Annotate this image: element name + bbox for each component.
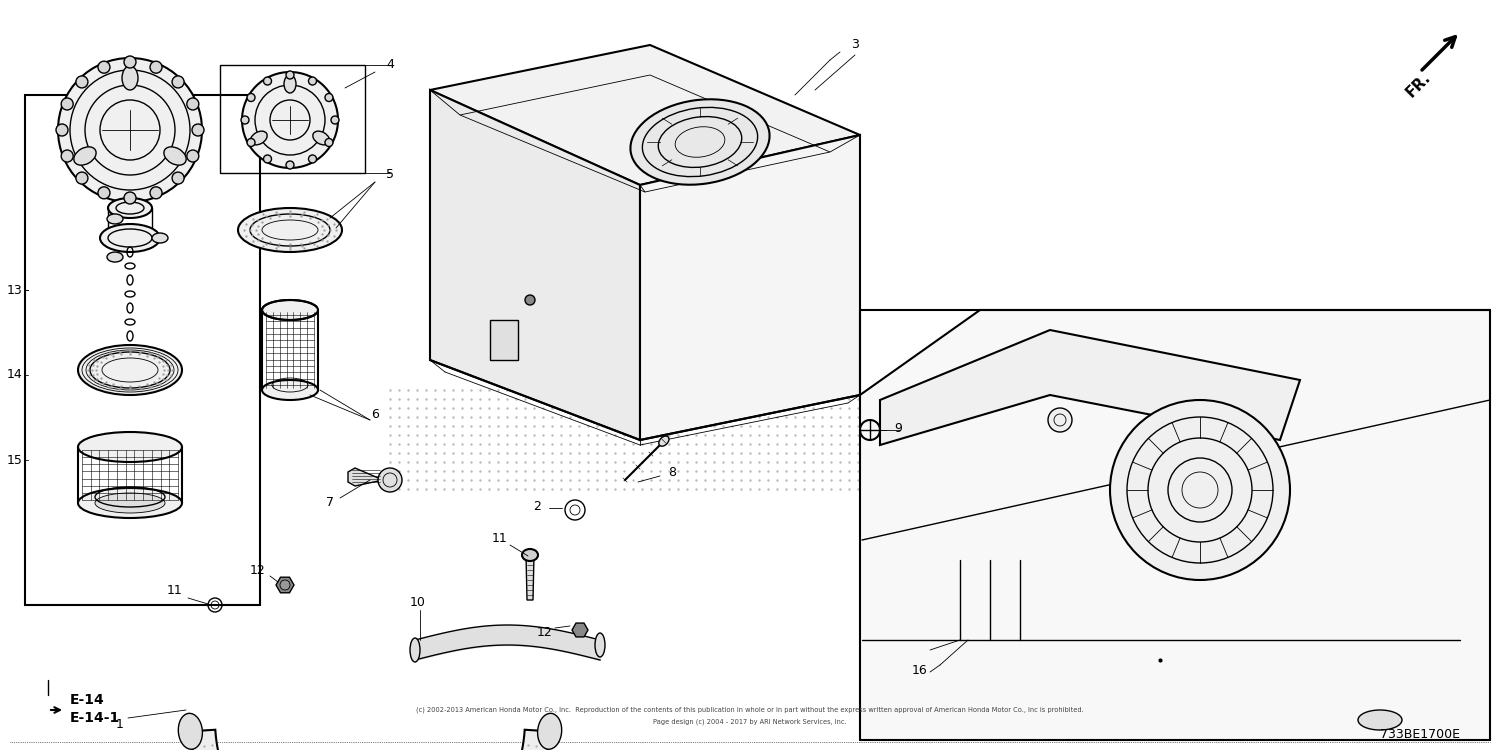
- Circle shape: [332, 116, 339, 124]
- Ellipse shape: [122, 66, 138, 90]
- Text: 733BE1700E: 733BE1700E: [1380, 728, 1460, 742]
- Polygon shape: [276, 578, 294, 592]
- Text: 2: 2: [532, 500, 542, 514]
- Polygon shape: [640, 135, 860, 440]
- Text: 9: 9: [894, 422, 902, 434]
- Bar: [220, 65, 364, 173]
- Circle shape: [286, 161, 294, 169]
- Text: 12: 12: [537, 626, 554, 638]
- Ellipse shape: [262, 380, 318, 400]
- Text: Page design (c) 2004 - 2017 by ARI Network Services, Inc.: Page design (c) 2004 - 2017 by ARI Netwo…: [652, 718, 847, 725]
- Text: 1: 1: [116, 718, 124, 731]
- Ellipse shape: [522, 549, 538, 561]
- Circle shape: [124, 56, 136, 68]
- Ellipse shape: [178, 713, 203, 749]
- Ellipse shape: [537, 713, 561, 749]
- Circle shape: [188, 150, 200, 162]
- Text: 7: 7: [326, 496, 334, 508]
- Circle shape: [309, 77, 316, 85]
- Circle shape: [248, 139, 255, 146]
- Text: 3: 3: [850, 38, 859, 52]
- Ellipse shape: [630, 99, 770, 184]
- Polygon shape: [190, 730, 549, 750]
- Circle shape: [56, 124, 68, 136]
- Circle shape: [62, 98, 74, 110]
- Circle shape: [58, 58, 202, 202]
- Text: 16: 16: [912, 664, 928, 676]
- Bar: [490, 320, 517, 360]
- Text: 11: 11: [166, 584, 183, 596]
- Circle shape: [124, 192, 136, 204]
- Ellipse shape: [108, 198, 152, 218]
- Circle shape: [309, 155, 316, 163]
- Circle shape: [326, 139, 333, 146]
- Ellipse shape: [262, 300, 318, 320]
- Circle shape: [242, 72, 338, 168]
- Circle shape: [378, 468, 402, 492]
- Circle shape: [1110, 400, 1290, 580]
- Circle shape: [242, 116, 249, 124]
- Ellipse shape: [284, 75, 296, 93]
- Circle shape: [98, 62, 109, 74]
- Circle shape: [62, 150, 74, 162]
- Circle shape: [525, 295, 536, 305]
- Ellipse shape: [410, 638, 420, 662]
- Text: 15: 15: [8, 454, 22, 466]
- Ellipse shape: [78, 345, 182, 395]
- Text: 8: 8: [668, 466, 676, 478]
- Text: 12: 12: [251, 563, 266, 577]
- Ellipse shape: [106, 214, 123, 224]
- Polygon shape: [572, 623, 588, 637]
- Ellipse shape: [251, 131, 267, 145]
- Ellipse shape: [106, 252, 123, 262]
- Circle shape: [150, 187, 162, 199]
- Polygon shape: [430, 45, 859, 185]
- Ellipse shape: [596, 633, 604, 657]
- Ellipse shape: [100, 224, 160, 252]
- Circle shape: [264, 77, 272, 85]
- Text: E-14-1: E-14-1: [70, 711, 120, 725]
- Bar: [26, 95, 260, 605]
- Ellipse shape: [74, 147, 96, 165]
- Circle shape: [280, 580, 290, 590]
- Ellipse shape: [658, 436, 669, 446]
- Circle shape: [188, 98, 200, 110]
- Circle shape: [264, 155, 272, 163]
- Text: FR.: FR.: [1402, 70, 1432, 100]
- Text: 4: 4: [386, 58, 394, 71]
- Circle shape: [248, 94, 255, 101]
- Circle shape: [98, 187, 109, 199]
- Text: (c) 2002-2013 American Honda Motor Co., Inc.  Reproduction of the contents of th: (c) 2002-2013 American Honda Motor Co., …: [416, 706, 1084, 713]
- Circle shape: [76, 76, 88, 88]
- Circle shape: [192, 124, 204, 136]
- Polygon shape: [348, 468, 382, 486]
- Text: 5: 5: [386, 169, 394, 182]
- Text: 11: 11: [492, 532, 508, 544]
- Ellipse shape: [152, 233, 168, 243]
- Ellipse shape: [78, 488, 182, 518]
- Polygon shape: [880, 330, 1300, 445]
- Text: 6: 6: [370, 409, 380, 422]
- Polygon shape: [859, 310, 1490, 740]
- Ellipse shape: [1358, 710, 1402, 730]
- Polygon shape: [526, 555, 534, 600]
- Text: E-14: E-14: [70, 693, 105, 707]
- Circle shape: [172, 172, 184, 184]
- Ellipse shape: [314, 131, 330, 145]
- Ellipse shape: [94, 493, 165, 513]
- Circle shape: [76, 172, 88, 184]
- Circle shape: [172, 76, 184, 88]
- Circle shape: [150, 62, 162, 74]
- Circle shape: [326, 94, 333, 101]
- Ellipse shape: [164, 147, 186, 165]
- Ellipse shape: [78, 432, 182, 462]
- Text: 14: 14: [8, 368, 22, 382]
- Text: 10: 10: [410, 596, 426, 610]
- Circle shape: [286, 71, 294, 79]
- Text: 13: 13: [8, 284, 22, 296]
- Polygon shape: [430, 90, 640, 440]
- Circle shape: [1048, 408, 1072, 432]
- Ellipse shape: [238, 208, 342, 252]
